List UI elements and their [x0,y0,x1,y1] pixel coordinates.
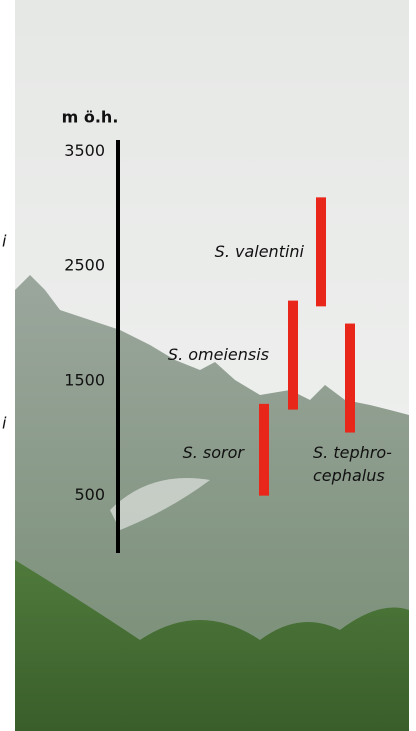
range-bar [259,404,269,496]
y-tick-label: 2500 [64,256,105,275]
cut-label: i [2,232,7,251]
y-tick-label: 1500 [64,370,105,389]
series-label: S. omeiensis [168,345,269,364]
y-tick-label: 3500 [64,141,105,160]
y-tick-label: 500 [74,485,105,504]
range-bar [288,301,298,410]
series-label: S. soror [183,443,246,462]
axis-title: m ö.h. [62,108,119,127]
range-bar [316,197,326,306]
cut-label: i [2,414,7,433]
plot-area: m ö.h. [62,108,119,127]
series-label: S. valentini [215,241,305,260]
range-bar [345,324,355,433]
chart: m ö.h. 3500 2500 1500 500 i i S. valentini S. o… [0,0,416,731]
